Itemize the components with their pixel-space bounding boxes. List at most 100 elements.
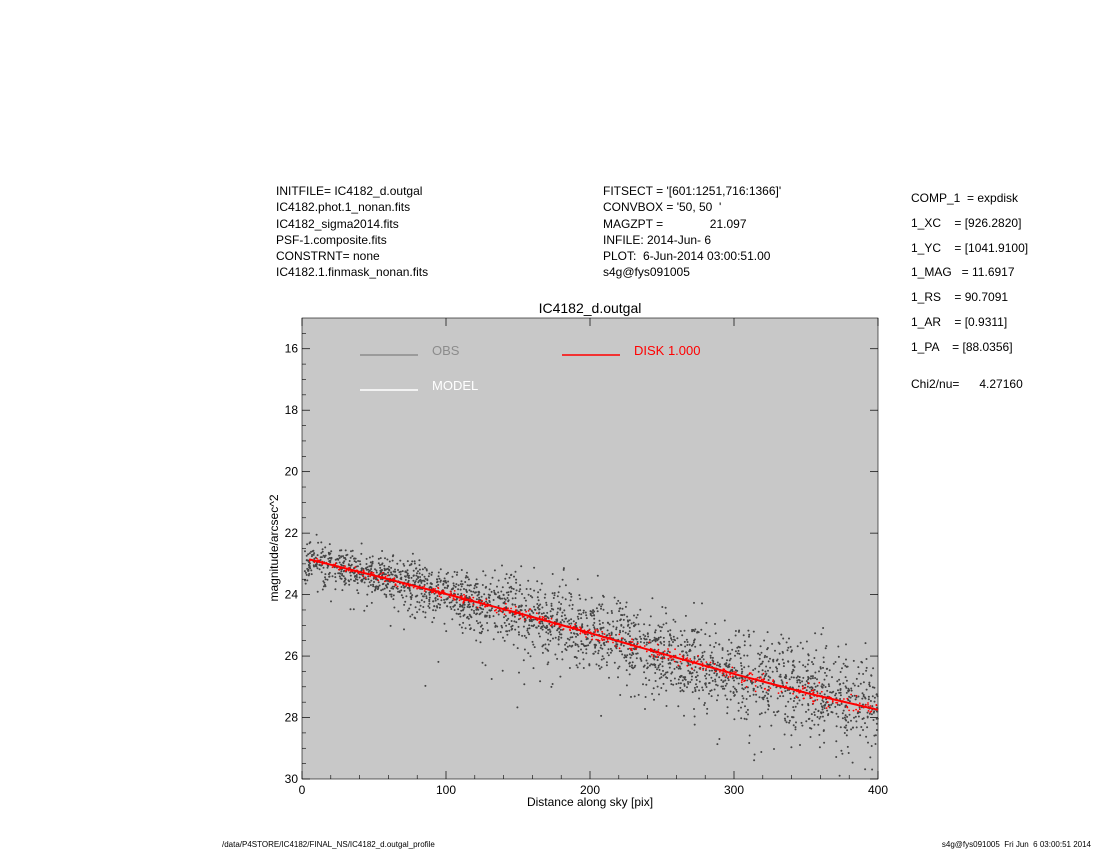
- disk-point: [588, 629, 591, 632]
- obs-point: [698, 680, 701, 683]
- obs-point: [733, 679, 735, 682]
- obs-point: [424, 616, 427, 619]
- obs-point: [868, 681, 871, 684]
- obs-point: [733, 694, 736, 697]
- obs-point: [748, 742, 751, 744]
- obs-point: [493, 589, 496, 592]
- disk-point: [674, 648, 676, 651]
- disk-point: [479, 604, 482, 606]
- obs-point: [811, 675, 814, 678]
- obs-point: [821, 699, 824, 702]
- obs-point: [374, 587, 377, 590]
- disk-point: [378, 574, 380, 577]
- obs-point: [434, 596, 437, 599]
- obs-point: [731, 677, 734, 680]
- disk-point: [754, 690, 757, 693]
- obs-point: [439, 568, 442, 571]
- obs-point: [779, 695, 782, 698]
- obs-point: [386, 586, 389, 589]
- obs-point: [417, 575, 419, 578]
- obs-point: [391, 585, 394, 588]
- disk-point: [662, 654, 665, 656]
- obs-point: [443, 622, 446, 625]
- obs-point: [654, 666, 657, 669]
- obs-point: [853, 694, 856, 697]
- obs-point: [727, 666, 729, 669]
- obs-point: [825, 667, 828, 670]
- obs-point: [478, 631, 481, 634]
- obs-point: [628, 626, 631, 629]
- obs-point: [712, 662, 715, 664]
- obs-point: [310, 569, 313, 572]
- obs-point: [556, 595, 559, 598]
- obs-point: [769, 676, 772, 679]
- x-tick-label: 0: [299, 783, 306, 797]
- obs-point: [601, 603, 604, 606]
- obs-point: [418, 608, 421, 611]
- obs-point: [357, 560, 360, 562]
- obs-point: [515, 589, 518, 592]
- obs-point: [468, 606, 471, 609]
- disk-point: [776, 685, 779, 688]
- disk-point: [551, 623, 553, 626]
- disk-point: [583, 632, 586, 635]
- obs-point: [792, 660, 794, 663]
- disk-point: [318, 559, 321, 562]
- obs-point: [561, 611, 564, 614]
- obs-point: [848, 700, 851, 703]
- obs-point: [596, 630, 599, 633]
- obs-point: [554, 636, 557, 639]
- obs-point: [683, 714, 685, 717]
- obs-point: [668, 644, 671, 647]
- obs-point: [377, 581, 380, 584]
- obs-point: [475, 639, 478, 642]
- obs-point: [469, 584, 472, 587]
- obs-point: [726, 659, 728, 662]
- obs-point: [450, 601, 453, 604]
- y-tick-label: 22: [285, 526, 299, 540]
- disk-point: [848, 709, 850, 712]
- obs-point: [844, 664, 847, 667]
- obs-point: [418, 601, 421, 604]
- obs-point: [409, 596, 412, 598]
- obs-point: [741, 676, 744, 679]
- obs-point: [767, 660, 770, 663]
- obs-point: [466, 584, 469, 587]
- obs-point: [624, 631, 627, 634]
- obs-point: [377, 587, 380, 589]
- obs-point: [733, 718, 736, 721]
- obs-point: [468, 624, 471, 626]
- obs-point: [531, 596, 534, 599]
- obs-point: [767, 703, 770, 706]
- obs-point: [601, 621, 604, 624]
- obs-point: [517, 631, 520, 634]
- disk-point: [394, 584, 397, 587]
- obs-point: [556, 619, 559, 622]
- obs-point: [598, 667, 601, 670]
- obs-point: [788, 678, 791, 681]
- disk-point: [760, 678, 763, 681]
- obs-point: [845, 734, 848, 737]
- obs-point: [846, 729, 849, 732]
- obs-point: [433, 616, 435, 619]
- obs-point: [571, 644, 574, 647]
- obs-point: [737, 682, 740, 685]
- disk-point: [659, 652, 662, 655]
- obs-point: [840, 702, 843, 705]
- obs-point: [397, 610, 400, 613]
- obs-point: [396, 562, 399, 565]
- obs-point: [629, 635, 631, 638]
- obs-point: [759, 645, 762, 648]
- obs-point: [662, 674, 665, 677]
- obs-point: [508, 576, 511, 579]
- obs-point: [577, 617, 580, 620]
- obs-point: [778, 675, 781, 678]
- disk-point: [618, 633, 621, 636]
- disk-point: [439, 592, 441, 594]
- obs-point: [876, 710, 879, 713]
- obs-point: [367, 575, 370, 578]
- obs-point: [709, 644, 712, 647]
- obs-point: [829, 691, 832, 694]
- obs-point: [839, 694, 842, 697]
- obs-point: [700, 656, 703, 659]
